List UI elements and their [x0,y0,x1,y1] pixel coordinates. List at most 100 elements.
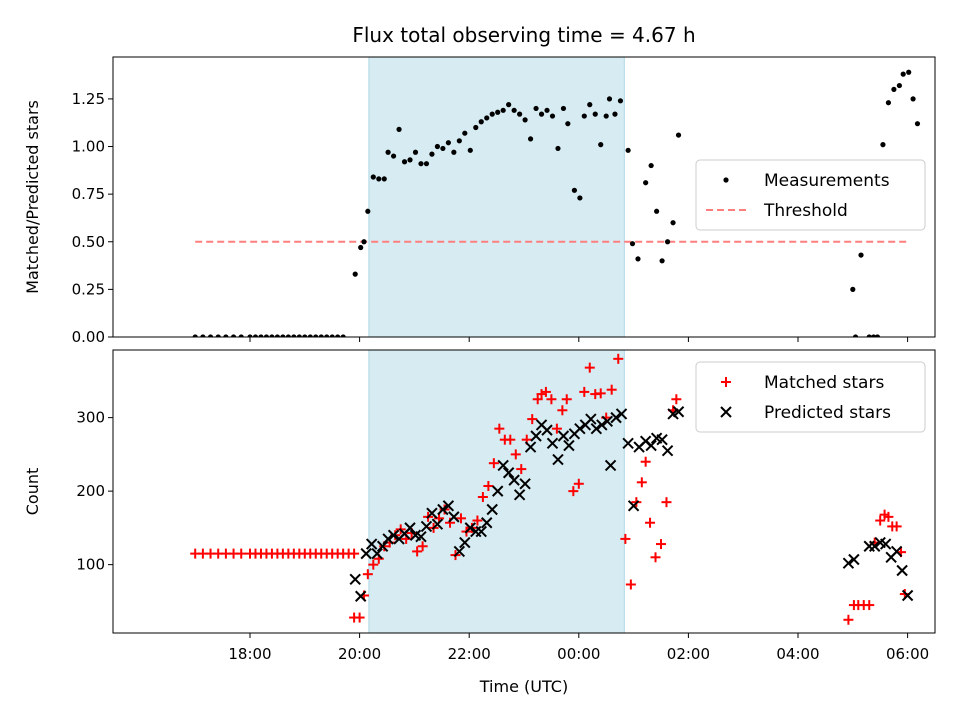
marker-stroke [869,540,881,552]
marker-stroke [615,408,628,420]
matched-stars-point [362,569,373,580]
marker-stroke [524,441,537,453]
y-tick-label: 0.75 [72,185,105,203]
x-tick-label: 06:00 [886,645,929,663]
measurements-point [429,151,435,157]
matched-stars-point [236,548,247,559]
matched-stars-point [412,546,423,557]
matched-stars-point [640,456,651,467]
x-tick-label: 00:00 [557,645,600,663]
marker-stroke [896,564,908,577]
measurements-point [223,334,229,337]
predicted-stars-point [869,540,881,552]
marker-stroke [530,430,542,442]
measurements-point [230,334,237,337]
marker-stroke [437,503,449,516]
measurements-point [252,334,259,337]
matched-stars-point [620,533,631,544]
measurements-point [473,124,479,131]
matched-stars-point [527,414,538,425]
matched-stars-point [573,478,584,489]
marker-stroke [879,538,892,550]
predicted-stars-point [431,518,444,530]
marker-stroke [442,500,455,512]
marker-stroke [360,547,372,560]
top-observing-window [368,56,625,338]
measurements-point [581,113,587,119]
measurements-point [462,130,468,136]
measurements-point [906,69,912,75]
measurements-point [407,157,413,163]
matched-stars-point [661,497,672,508]
marker-stroke [661,444,674,457]
marker-stroke [622,437,634,450]
predicted-stars-point [604,459,617,472]
measurements-point [565,121,571,127]
matched-stars-point [579,386,590,397]
predicted-stars-point [672,406,685,418]
predicted-stars-point [502,467,515,479]
x-tick-label: 20:00 [338,645,381,663]
measurements-point [577,195,583,201]
measurements-point [654,208,660,214]
y-tick-label: 0.50 [72,233,105,251]
marker-stroke [502,467,515,479]
measurements-point [412,149,419,155]
marker-stroke [874,536,886,549]
measurements-point [335,334,341,337]
measurements-point [451,149,457,155]
measurements-point [866,334,872,337]
legend-swatch [723,177,729,183]
measurements-point [517,111,523,117]
measurements-point [207,334,214,337]
measurements-point [365,208,371,214]
marker-stroke [486,503,498,516]
predicted-stars-point [459,536,471,549]
measurements-point [484,115,490,121]
x-tick-label: 18:00 [228,645,271,663]
predicted-stars-point [879,538,892,550]
matched-stars-point [875,515,886,526]
measurements-point [215,334,221,337]
matched-stars-point [516,464,527,475]
measurements-point [533,105,539,112]
matched-stars-point [650,552,661,563]
legend-label: Measurements [764,171,890,191]
x-axis-label: Time (UTC) [479,677,568,696]
measurements-point [629,241,636,247]
legend-label: Predicted stars [764,403,891,423]
marker-stroke [453,545,466,558]
measurements-point [606,96,613,102]
matched-stars-point [354,612,365,623]
matched-stars-point [595,388,606,399]
measurements-point [247,334,253,337]
measurements-point [555,145,561,152]
measurements-point [285,334,291,337]
marker-stroke [415,530,427,543]
marker-stroke [590,422,603,435]
predicted-stars-point [627,500,640,512]
measurements-point [269,334,275,337]
measurements-point [852,334,859,337]
measurements-point [670,220,676,226]
marker-stroke [541,424,553,436]
bottom-panel: 100 200 300 18:00 20:00 22:00 00:00 02:00 04:00 0… [23,349,936,663]
predicted-stars-point [360,547,372,560]
marker-stroke [459,536,471,549]
measurements-point [495,109,501,115]
measurements-point [571,187,578,193]
predicted-stars-point [448,511,460,523]
measurements-point [544,107,550,113]
marker-stroke [890,545,903,558]
marker-stroke [604,459,617,472]
matched-stars-point [843,614,854,625]
chart-title: Flux total observing time = 4.67 h [352,23,695,47]
measurements-point [318,334,324,337]
y-tick-label: 100 [76,556,105,574]
predicted-stars-point [530,430,542,442]
measurements-point [324,334,330,337]
matched-stars-point [561,394,572,405]
measurements-point [625,147,631,153]
predicted-stars-point [574,422,586,435]
matched-stars-point [494,423,505,434]
